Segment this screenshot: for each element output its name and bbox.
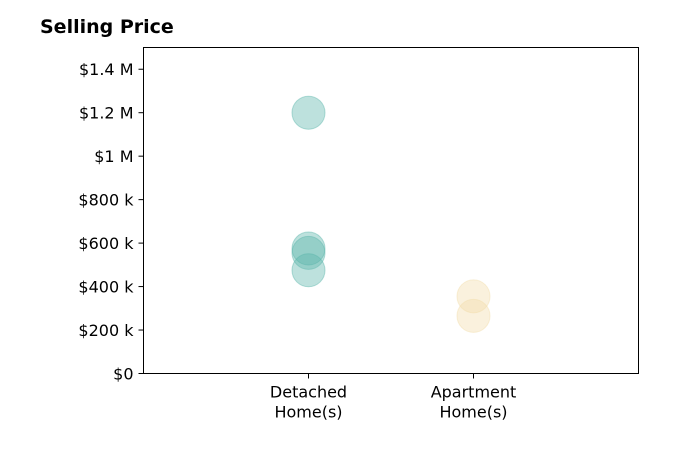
x-axis: Detached Home(s) Apartment Home(s) xyxy=(270,373,517,422)
data-point xyxy=(291,95,326,130)
data-point xyxy=(291,231,326,266)
data-point xyxy=(291,253,326,288)
data-point xyxy=(291,235,326,270)
y-tick-label: $1.2 M xyxy=(79,104,134,123)
plot-area-frame xyxy=(143,47,639,374)
y-tick-label: $800 k xyxy=(78,191,134,210)
y-tick-label: $400 k xyxy=(78,278,134,297)
x-tick-label: Apartment Home(s) xyxy=(431,383,517,422)
chart-title: Selling Price xyxy=(40,16,174,38)
y-tick-label: $1 M xyxy=(94,147,133,166)
y-tick-label: $0 xyxy=(113,365,133,384)
y-axis: $0 $200 k $400 k $600 k $800 k $1 M $1.2 M $1.4… xyxy=(78,60,144,384)
data-point xyxy=(456,279,491,314)
y-tick-label: $200 k xyxy=(78,321,134,340)
data-point xyxy=(456,298,491,333)
data-points xyxy=(291,95,491,333)
x-tick-label: Detached Home(s) xyxy=(270,383,347,422)
y-tick-label: $600 k xyxy=(78,234,134,253)
y-tick-label: $1.4 M xyxy=(79,60,134,79)
